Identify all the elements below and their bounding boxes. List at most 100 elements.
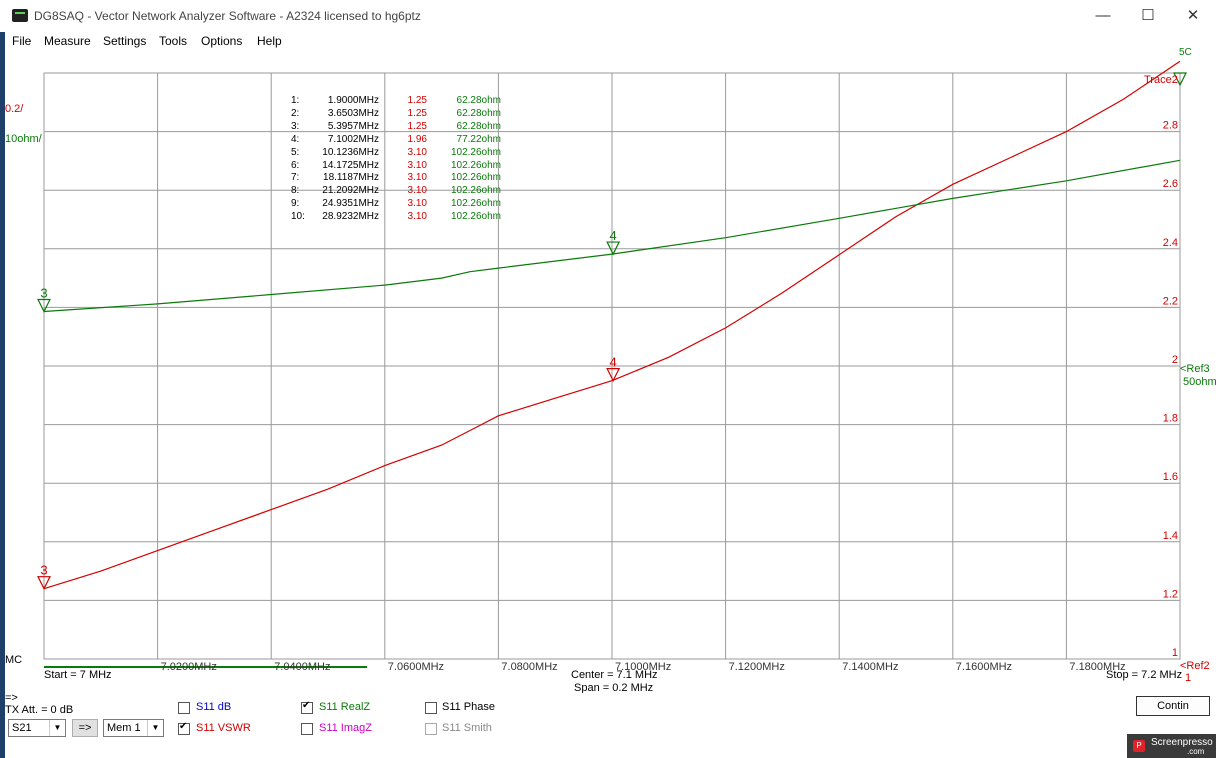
vswr-scale-label: 0.2/	[5, 103, 24, 115]
menu-tools[interactable]: Tools	[159, 34, 188, 48]
tx-att-label: TX Att. = 0 dB	[5, 704, 74, 716]
close-button[interactable]: ✕	[1186, 7, 1200, 24]
marker-frequency: 21.2092MHz	[322, 185, 379, 197]
mc-label: MC	[5, 654, 23, 666]
marker-vswr: 3.10	[407, 211, 427, 223]
s11-vswr-label[interactable]: S11 VSWR	[196, 722, 251, 734]
s11-realz-label[interactable]: S11 RealZ	[319, 701, 371, 713]
menu-measure[interactable]: Measure	[44, 34, 91, 48]
y-tick-label: 2	[1172, 354, 1178, 366]
s11-vswr-checkbox[interactable]	[178, 721, 190, 735]
grid	[43, 72, 1181, 668]
marker-realz: 102.26ohm	[450, 211, 501, 223]
x-tick-label: 7.1200MHz	[729, 661, 785, 673]
marker-vswr: 3.10	[407, 185, 427, 197]
x-tick-label: 7.1800MHz	[1069, 661, 1125, 673]
z-scale-label: 10ohm/	[5, 133, 42, 145]
marker-row: 8: 21.2092MHz 3.10 102.26ohm	[291, 185, 511, 198]
apply-button[interactable]: =>	[72, 719, 98, 737]
menu-bar: File Measure Settings Tools Options Help	[0, 32, 1216, 52]
menu-settings[interactable]: Settings	[103, 34, 147, 48]
s11-phase-checkbox[interactable]	[425, 702, 437, 714]
continuous-button[interactable]: Contin	[1136, 696, 1210, 716]
marker-vswr: 3.10	[407, 159, 427, 171]
marker-index: 2:	[291, 107, 300, 119]
app-icon[interactable]	[12, 9, 28, 22]
y-tick-label: 1.8	[1163, 413, 1178, 425]
top-marker-label: 5C	[1179, 47, 1192, 58]
menu-file[interactable]: File	[12, 34, 32, 48]
marker-3-realz-number: 3	[40, 286, 47, 301]
x-tick-label: 7.0200MHz	[161, 661, 217, 673]
desktop-edge	[0, 32, 5, 758]
s11-imagz-checkbox[interactable]	[301, 723, 313, 735]
s11-smith-checkbox[interactable]	[425, 723, 437, 735]
marker-realz: 62.28ohm	[456, 95, 501, 106]
stop-label: Stop = 7.2 MHz	[1106, 669, 1183, 681]
marker-3-vswr-number: 3	[40, 563, 47, 578]
chart-area[interactable]: 3 3 4 4 7.0200MHz 7.0400MHz 7.0600MHz 7.0800MH…	[5, 47, 1216, 694]
s11-imagz-label[interactable]: S11 ImagZ	[319, 722, 372, 734]
marker-index: 4:	[291, 133, 300, 145]
marker-realz: 102.26ohm	[450, 172, 501, 184]
marker-frequency: 5.3957MHz	[327, 120, 379, 132]
marker-realz: 102.26ohm	[450, 198, 501, 210]
marker-realz: 102.26ohm	[450, 159, 501, 171]
x-tick-label: 7.1600MHz	[956, 661, 1012, 673]
traces: 3 3 4 4	[37, 60, 1187, 591]
marker-row: 2: 3.6503MHz 1.25 62.28ohm	[291, 108, 511, 121]
marker-realz: 62.28ohm	[456, 120, 501, 132]
marker-index: 8:	[291, 185, 300, 197]
marker-frequency: 1.9000MHz	[327, 95, 379, 106]
marker-4-vswr	[606, 368, 621, 382]
x-tick-label: 7.1400MHz	[842, 661, 898, 673]
s11-phase-label[interactable]: S11 Phase	[442, 701, 496, 713]
marker-index: 9:	[291, 198, 300, 210]
port-select[interactable]: S21 ▼	[8, 719, 66, 737]
marker-vswr: 1.25	[407, 95, 427, 106]
marker-row: 4: 7.1002MHz 1.96 77.22ohm	[291, 134, 511, 147]
marker-frequency: 3.6503MHz	[327, 107, 379, 119]
s11-realz-checkbox[interactable]	[301, 700, 313, 714]
center-label: Center = 7.1 MHz	[571, 669, 658, 681]
maximize-button[interactable]: ☐	[1141, 7, 1155, 24]
ref3-label: <Ref3	[1180, 363, 1210, 375]
watermark-text: Screenpresso	[1151, 737, 1213, 748]
marker-vswr: 3.10	[407, 198, 427, 210]
marker-3-realz	[37, 298, 51, 313]
mem-select[interactable]: Mem 1 ▼	[103, 719, 164, 737]
ref2-label: <Ref2	[1180, 660, 1210, 672]
bottom-right-one: 1	[1185, 672, 1192, 684]
y-tick-label: 2.8	[1163, 120, 1178, 132]
vna-chart[interactable]: 3 3 4 4 7.0200MHz 7.0400MHz 7.0600MHz 7.0800MH…	[5, 52, 1216, 693]
y-tick-label: 2.6	[1163, 178, 1178, 190]
marker-realz: 102.26ohm	[450, 185, 501, 197]
realz-trace	[43, 159, 1181, 313]
marker-row: 9: 24.9351MHz 3.10 102.26ohm	[291, 198, 511, 211]
marker-3-vswr	[37, 576, 51, 591]
marker-row: 1: 1.9000MHz 1.25 62.28ohm	[291, 95, 511, 108]
marker-4-realz-number: 4	[610, 228, 617, 243]
screenpresso-watermark: P Screenpresso .com	[1127, 734, 1216, 758]
marker-index: 1:	[291, 95, 300, 106]
marker-frequency: 18.1187MHz	[323, 172, 379, 184]
span-label: Span = 0.2 MHz	[574, 682, 654, 694]
x-tick-label: 7.0600MHz	[388, 661, 444, 673]
s11-db-checkbox[interactable]	[178, 702, 190, 714]
chevron-down-icon: ▼	[49, 720, 65, 736]
control-panel: => TX Att. = 0 dB S21 ▼ => Mem 1 ▼ S11 d…	[5, 692, 1216, 758]
marker-vswr: 3.10	[407, 146, 427, 158]
y-tick-label: 1.6	[1163, 471, 1178, 483]
marker-frequency: 10.1236MHz	[322, 146, 379, 158]
marker-frequency: 28.9232MHz	[322, 211, 379, 223]
arrow-hint: =>	[5, 692, 18, 704]
menu-help[interactable]: Help	[257, 34, 282, 48]
s11-db-label[interactable]: S11 dB	[196, 701, 232, 713]
minimize-button[interactable]: —	[1095, 7, 1111, 24]
x-tick-label: 7.0400MHz	[274, 661, 330, 673]
marker-4-vswr-number: 4	[610, 355, 617, 370]
s11-smith-label[interactable]: S11 Smith	[442, 722, 492, 734]
menu-options[interactable]: Options	[201, 34, 243, 48]
y-tick-label: 2.4	[1163, 237, 1178, 249]
marker-row: 10: 28.9232MHz 3.10 102.26ohm	[291, 211, 511, 224]
